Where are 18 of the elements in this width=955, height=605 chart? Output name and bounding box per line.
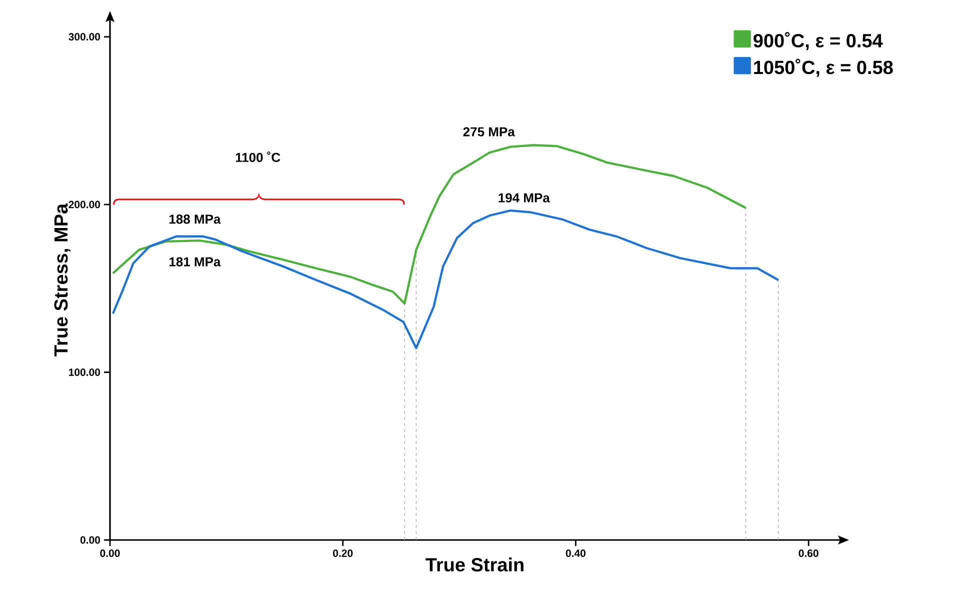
- y-tick-label: 300.00: [68, 33, 100, 40]
- x-tick-label: 0.00: [100, 550, 120, 557]
- x-tick-label: 0.40: [566, 550, 586, 557]
- y-tick-label: 0.00: [80, 536, 100, 544]
- line-series: [112, 144, 747, 305]
- annotation: 181 MPa: [169, 257, 221, 266]
- x-tick-label: 0.20: [333, 550, 353, 557]
- annotation: 1100 ˚C: [236, 151, 280, 162]
- annotation: 275 MPa: [463, 127, 515, 136]
- x-tick-label: 0.60: [798, 550, 818, 557]
- legend-label: 1050˚C, ε = 0.58: [754, 58, 893, 77]
- legend-label: 900˚C, ε = 0.54: [754, 32, 883, 50]
- x-axis-title: True Strain: [426, 558, 524, 572]
- annotation: 188 MPa: [169, 214, 221, 224]
- annotation: 194 MPa: [498, 193, 550, 202]
- line-series: [112, 209, 780, 350]
- y-tick-label: 100.00: [69, 368, 100, 376]
- y-tick-label: 200.00: [68, 200, 100, 208]
